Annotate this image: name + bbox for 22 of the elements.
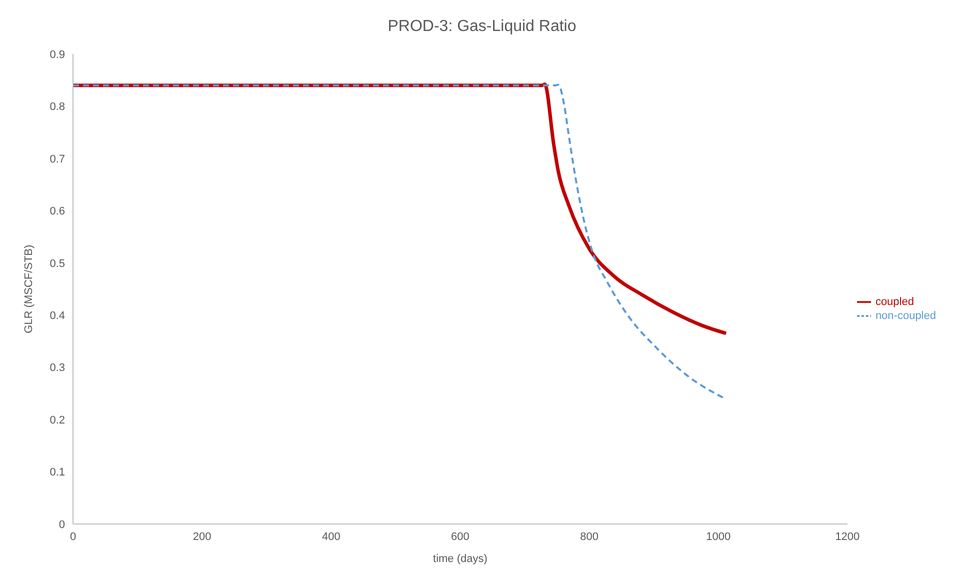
x-tick-label: 600 [451,530,470,543]
x-tick-label: 400 [322,530,340,543]
x-tick-label: 0 [70,530,76,543]
y-tick-label: 0 [58,518,65,531]
y-tick-label: 0.5 [50,258,65,270]
x-axis-title: time (days) [433,553,488,565]
y-tick-label: 0.1 [50,466,65,479]
legend-label: non-coupled [875,310,936,322]
y-axis-title: GLR (MSCF/STB) [22,244,35,334]
y-tick-label: 0.7 [50,153,65,166]
y-tick-label: 0.8 [50,101,65,114]
x-tick-label: 1000 [706,530,731,543]
legend-label: coupled [875,296,914,308]
y-tick-label: 0.3 [50,362,65,374]
y-tick-label: 0.9 [50,48,65,61]
x-tick-label: 1200 [835,530,860,543]
chart-title: PROD-3: Gas-Liquid Ratio [386,17,578,37]
x-tick-label: 800 [580,530,598,543]
y-tick-label: 0.4 [50,310,65,322]
y-tick-label: 0.2 [50,414,65,426]
x-tick-label: 200 [192,530,212,543]
y-tick-label: 0.6 [50,206,65,218]
